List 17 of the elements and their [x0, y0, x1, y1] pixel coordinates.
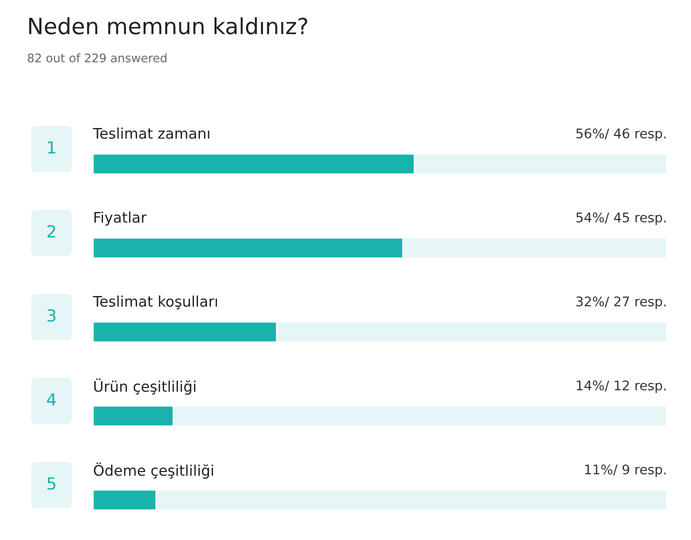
- text: 3: [47, 309, 56, 322]
- chart-title: Neden memnun kaldınız?: [29, 17, 308, 34]
- y-tick-label: Ürün çeşitliliği: [94, 378, 196, 395]
- data-label: 11%/ 9 resp.: [585, 464, 666, 477]
- data-label: 32%/ 27 resp.: [576, 296, 666, 309]
- text: 5: [47, 477, 56, 490]
- data-label: 14%/ 12 resp.: [576, 380, 666, 393]
- data-label: 56%/ 46 resp.: [576, 128, 666, 141]
- y-tick-label: Teslimat zamanı: [92, 128, 210, 139]
- text: 1: [48, 141, 56, 154]
- text: 2: [47, 225, 56, 238]
- y-tick-label: Teslimat koşulları: [92, 296, 217, 310]
- text: 4: [47, 393, 56, 406]
- chart-subtitle: 82 out of 229 answered: [28, 53, 166, 62]
- data-label: 54%/ 45 resp.: [576, 212, 666, 225]
- y-tick-label: Ödeme çeşitliliği: [94, 462, 214, 479]
- y-tick-label: Fiyatlar: [94, 212, 147, 226]
